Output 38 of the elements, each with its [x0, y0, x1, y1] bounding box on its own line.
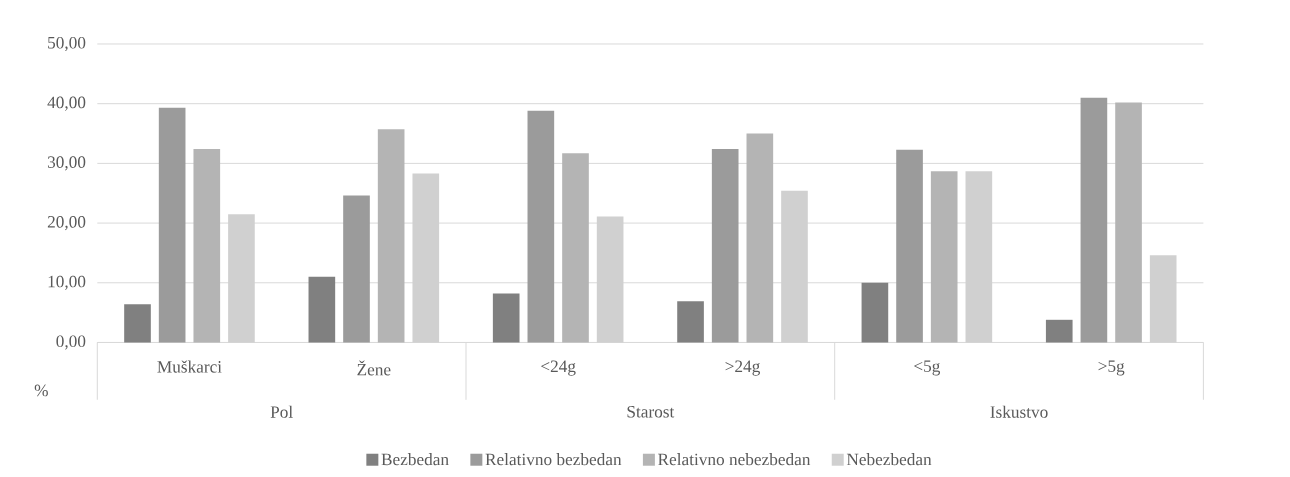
y-axis-title: % — [34, 384, 48, 397]
y-tick-label: 10,00 — [48, 275, 86, 290]
x-tick-label: >5g — [1098, 360, 1125, 376]
y-tick-label: 40,00 — [47, 96, 86, 111]
bar — [343, 195, 370, 343]
legend-label: Relativno nebezbedan — [658, 453, 811, 466]
bar — [861, 282, 889, 343]
legend-label: Bezbedan — [381, 453, 449, 466]
bar — [896, 149, 923, 343]
bar — [930, 171, 958, 343]
bar — [677, 301, 704, 343]
y-tick-label: 0,00 — [56, 335, 86, 350]
bar — [1080, 97, 1108, 343]
bar — [746, 133, 774, 343]
bar — [492, 293, 520, 343]
bar — [377, 129, 405, 343]
bar — [308, 276, 336, 343]
legend-label: Relativno bezbedan — [485, 453, 622, 466]
text: Pol — [270, 405, 293, 418]
bar — [1115, 102, 1142, 343]
y-tick-label: 50,00 — [48, 36, 86, 52]
bar — [124, 304, 151, 343]
x-tick-label: <24g — [541, 360, 576, 376]
bar — [527, 110, 555, 343]
bar — [562, 153, 589, 343]
text: Starost — [627, 405, 675, 418]
bar — [1045, 319, 1073, 343]
y-tick-label: 30,00 — [47, 156, 86, 171]
x-tick-label: Žene — [357, 360, 391, 376]
legend-label: Nebezbedan — [846, 453, 932, 466]
text: Iskustvo — [990, 405, 1048, 418]
x-tick-label: >24g — [725, 360, 761, 376]
x-tick-label: <5g — [914, 360, 941, 376]
y-tick-label: 20,00 — [47, 215, 86, 231]
bar — [193, 149, 221, 343]
bar — [711, 149, 739, 343]
bar — [158, 107, 186, 343]
x-tick-label: Muškarci — [157, 360, 222, 373]
